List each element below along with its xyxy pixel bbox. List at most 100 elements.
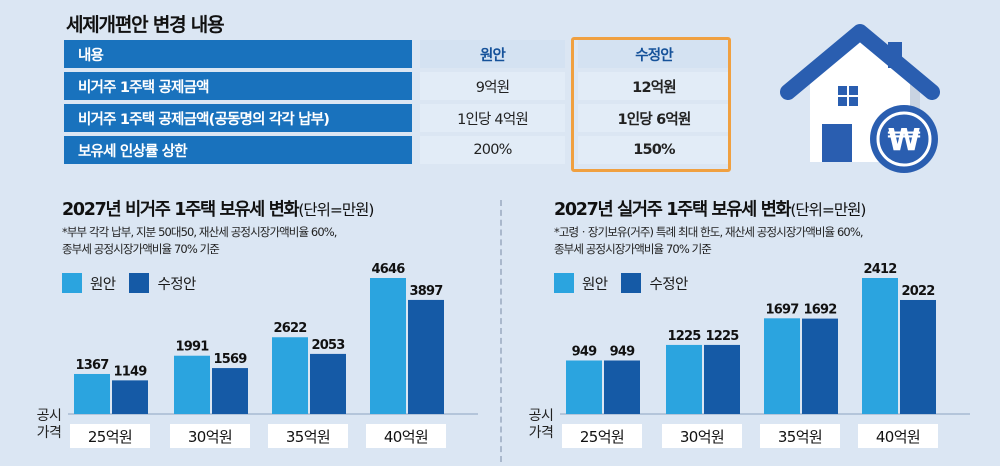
bar-original	[74, 373, 110, 414]
category-label: 30억원	[680, 428, 724, 446]
bar-revised	[802, 318, 838, 414]
chart-legend: 원안 수정안	[554, 272, 702, 294]
chart-title: 2027년 비거주 1주택 보유세 변화(단위=만원)	[62, 200, 374, 220]
legend-swatch-original	[554, 273, 574, 293]
chart-plot: 1367 1149 25억원 1991 1569 30억원 2622 2053 35억원 4646…	[68, 262, 478, 448]
category-box	[562, 424, 642, 448]
bar-revised	[112, 380, 148, 414]
category-box	[268, 424, 348, 448]
row-label: 비거주 1주택 공제금액	[64, 72, 412, 100]
bar-original	[862, 278, 898, 414]
table-row: 비거주 1주택 공제금액(공동명의 각각 납부) 1인당 4억원 1인당 6억원	[64, 104, 730, 134]
category-box	[70, 424, 150, 448]
bar-value-label: 949	[572, 344, 597, 359]
category-label: 35억원	[778, 428, 822, 446]
legend-revised: 수정안	[621, 273, 688, 294]
legend-revised: 수정안	[129, 273, 196, 294]
x-axis-label: 공시 가격	[36, 408, 62, 441]
bar-value-label: 2412	[864, 262, 897, 277]
bar-revised	[704, 344, 740, 414]
chart-unit: (단위=만원)	[790, 201, 866, 219]
bar-value-label: 1225	[668, 329, 702, 344]
note-line: 종부세 공정시장가액비율 70% 기준	[62, 242, 220, 256]
chart-title: 2027년 실거주 1주택 보유세 변화(단위=만원)	[554, 200, 866, 220]
bar-revised	[212, 368, 248, 414]
category-label: 30억원	[188, 428, 232, 446]
row-original: 200%	[420, 136, 565, 164]
bar-value-label: 1692	[804, 303, 837, 318]
category-box	[760, 424, 840, 448]
bar-revised	[604, 360, 640, 414]
chart-unit: (단위=만원)	[298, 201, 374, 219]
table-header-row: 내용 원안 수정안	[64, 40, 730, 70]
chart-divider	[500, 200, 502, 462]
category-box	[170, 424, 250, 448]
bar-original	[566, 360, 602, 414]
category-box	[858, 424, 938, 448]
row-revised: 1인당 6억원	[578, 104, 730, 132]
chart-nonresident: 1367 1149 25억원 1991 1569 30억원 2622 2053 35억원 4646…	[34, 196, 478, 462]
table-row: 비거주 1주택 공제금액 9억원 12억원	[64, 72, 730, 102]
row-revised: 150%	[578, 136, 730, 164]
window-icon	[838, 86, 858, 106]
won-coin-icon: ₩	[870, 105, 938, 173]
bar-original	[764, 318, 800, 414]
bar-original	[370, 278, 406, 414]
chart-note: *고령ㆍ장기보유(거주) 특례 최대 한도, 재산세 공정시장가액비율 60%,…	[554, 224, 974, 258]
category-label: 25억원	[88, 428, 132, 446]
bar-value-label: 2053	[312, 338, 346, 353]
legend-label: 수정안	[649, 276, 688, 293]
row-label: 비거주 1주택 공제금액(공동명의 각각 납부)	[64, 104, 412, 132]
bar-revised	[900, 299, 936, 414]
row-label: 보유세 인상률 상한	[64, 136, 412, 164]
header-revised: 수정안	[578, 40, 730, 68]
chart-plot: 949 949 25억원 1225 1225 30억원 1697 1692 35억원 2412 20…	[560, 262, 970, 448]
bar-value-label: 1569	[214, 352, 248, 367]
legend-label: 원안	[90, 276, 116, 293]
bar-value-label: 1697	[766, 302, 800, 317]
row-revised: 12억원	[578, 72, 730, 100]
bar-revised	[310, 353, 346, 414]
legend-original: 원안	[554, 273, 608, 294]
bar-original	[666, 344, 702, 414]
bar-value-label: 4646	[372, 262, 406, 277]
bar-value-label: 1367	[76, 358, 110, 373]
legend-original: 원안	[62, 273, 116, 294]
table-row: 보유세 인상률 상한 200% 150%	[64, 136, 730, 166]
category-label: 40억원	[876, 428, 920, 446]
house-icon: ₩	[780, 24, 940, 173]
bar-value-label: 949	[610, 344, 635, 359]
x-axis-label: 공시 가격	[528, 408, 554, 441]
won-symbol: ₩	[887, 123, 920, 158]
legend-swatch-revised	[129, 273, 150, 293]
note-line: *부부 각각 납부, 지분 50대50, 재산세 공정시장가액비율 60%,	[62, 225, 337, 239]
note-line: *고령ㆍ장기보유(거주) 특례 최대 한도, 재산세 공정시장가액비율 60%,	[554, 225, 864, 239]
chart-resident: 949 949 25억원 1225 1225 30억원 1697 1692 35억원 2412 20…	[526, 196, 970, 462]
row-original: 1인당 4억원	[420, 104, 565, 132]
category-box	[662, 424, 742, 448]
category-label: 40억원	[384, 428, 428, 446]
legend-label: 수정안	[157, 276, 196, 293]
legend-label: 원안	[582, 276, 608, 293]
legend-swatch-revised	[621, 273, 642, 293]
bar-value-label: 1991	[176, 340, 210, 355]
bar-original	[174, 355, 210, 414]
category-box	[366, 424, 446, 448]
category-label: 35억원	[286, 428, 330, 446]
legend-swatch-original	[62, 273, 82, 293]
bar-value-label: 1225	[706, 329, 740, 344]
category-label: 25억원	[580, 428, 624, 446]
row-original: 9억원	[420, 72, 565, 100]
bar-value-label: 2622	[274, 321, 307, 336]
bar-revised	[408, 299, 444, 414]
chart-note: *부부 각각 납부, 지분 50대50, 재산세 공정시장가액비율 60%, 종…	[62, 224, 482, 258]
header-label: 내용	[64, 40, 412, 68]
note-line: 종부세 공정시장가액비율 70% 기준	[554, 242, 712, 256]
header-original: 원안	[420, 40, 565, 68]
bar-value-label: 1149	[114, 364, 148, 379]
bar-value-label: 3897	[410, 284, 444, 299]
door-icon	[822, 124, 852, 162]
bar-value-label: 2022	[902, 284, 935, 299]
chart-legend: 원안 수정안	[62, 272, 210, 294]
bar-original	[272, 337, 308, 414]
